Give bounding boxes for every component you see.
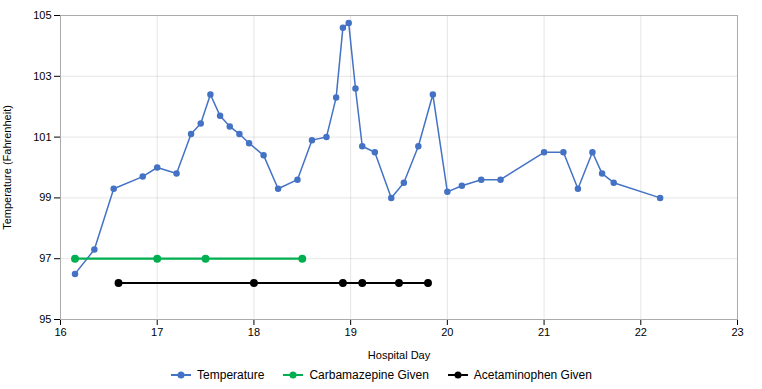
svg-text:95: 95 — [39, 313, 51, 325]
svg-text:103: 103 — [33, 70, 51, 82]
svg-text:Hospital Day: Hospital Day — [368, 349, 431, 361]
svg-text:20: 20 — [441, 326, 453, 338]
html-text:Temperature: Temperature — [197, 368, 265, 382]
svg-text:101: 101 — [33, 131, 51, 143]
svg-text:19: 19 — [345, 326, 357, 338]
svg-text:105: 105 — [33, 9, 51, 21]
svg-text:16: 16 — [54, 326, 66, 338]
svg-text:22: 22 — [635, 326, 647, 338]
svg-text:17: 17 — [151, 326, 163, 338]
svg-text:23: 23 — [731, 326, 743, 338]
html-text:Acetaminophen Given: Acetaminophen Given — [473, 368, 592, 382]
svg-text:99: 99 — [39, 191, 51, 203]
svg-text:21: 21 — [538, 326, 550, 338]
html-text:Carbamazepine Given: Carbamazepine Given — [309, 368, 429, 382]
svg-text:Temperature (Fahrenheit): Temperature (Fahrenheit) — [1, 105, 13, 230]
svg-text:97: 97 — [39, 252, 51, 264]
svg-text:18: 18 — [248, 326, 260, 338]
